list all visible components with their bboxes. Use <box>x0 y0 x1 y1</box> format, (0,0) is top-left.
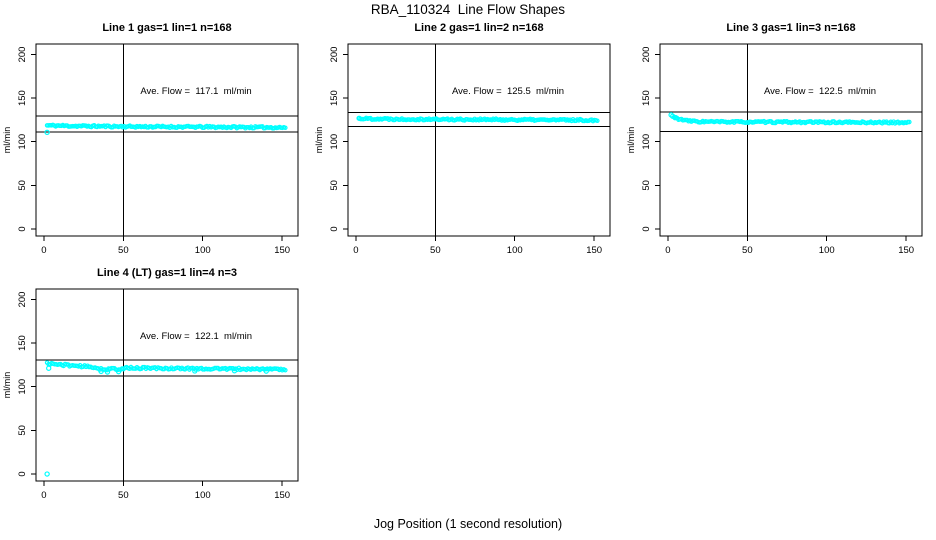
subplot-line-4-plot-area: 0 50 100 150 0 50 100 150 200 ml/min <box>2 288 299 501</box>
flow-outlier-point <box>192 368 198 374</box>
x-tick-label: 100 <box>507 245 523 256</box>
flow-outlier-point <box>231 368 238 374</box>
flow-outlier-point <box>46 365 52 371</box>
subplot-line-3-plot-area: 0 50 100 150 0 50 100 150 200 ml/min <box>626 43 923 256</box>
y-axis-label: ml/min <box>2 127 12 154</box>
x-tick-label: 50 <box>118 490 129 501</box>
subplot-line-3-title: Line 3 gas=1 lin=3 n=168 <box>726 22 856 34</box>
subplot-line-2-title: Line 2 gas=1 lin=2 n=168 <box>414 22 544 34</box>
y-tick-label: 0 <box>17 226 28 231</box>
x-tick-label: 0 <box>353 245 358 256</box>
subplot-line-1-plot-area: 0 50 100 150 0 50 100 150 200 ml/min <box>2 43 299 256</box>
flow-outlier-point <box>44 471 50 477</box>
flow-point <box>282 125 288 131</box>
x-tick-label: 150 <box>898 245 914 256</box>
y-axis-label: ml/min <box>2 372 12 399</box>
y-axis-label: ml/min <box>626 127 636 154</box>
plot-box <box>35 288 299 482</box>
figure-title: RBA_110324 Line Flow Shapes <box>370 2 566 17</box>
flow-outlier-point <box>356 115 362 121</box>
x-tick-label: 50 <box>118 245 129 256</box>
y-tick-label: 150 <box>329 90 340 106</box>
y-tick-label: 50 <box>329 180 340 191</box>
subplot-line-1-title: Line 1 gas=1 lin=1 n=168 <box>102 22 232 34</box>
y-tick-label: 0 <box>17 471 28 476</box>
y-tick-label: 150 <box>641 90 652 106</box>
y-tick-label: 100 <box>17 379 28 395</box>
subplot-line-3: Line 3 gas=1 lin=3 n=168 Ave. Flow = 122… <box>624 20 936 265</box>
x-tick-label: 50 <box>430 245 441 256</box>
subplot-line-3-ave-flow-annotation: Ave. Flow = 122.5 ml/min <box>763 86 877 97</box>
flow-outlier-point <box>44 129 50 136</box>
y-tick-label: 50 <box>17 180 28 191</box>
x-tick-label: 50 <box>742 245 753 256</box>
subplot-line-1-ave-flow-annotation: Ave. Flow = 117.1 ml/min <box>140 86 252 97</box>
y-tick-label: 200 <box>17 47 28 63</box>
y-tick-label: 100 <box>17 134 28 150</box>
y-tick-label: 200 <box>17 292 28 308</box>
flow-outlier-point <box>98 368 104 375</box>
x-tick-label: 150 <box>274 245 290 256</box>
x-tick-label: 100 <box>819 245 835 256</box>
y-tick-label: 200 <box>641 47 652 63</box>
x-tick-label: 150 <box>586 245 602 256</box>
y-tick-label: 50 <box>641 180 652 191</box>
y-tick-label: 150 <box>17 90 28 106</box>
flow-outlier-point <box>115 368 122 375</box>
subplot-line-4-title: Line 4 (LT) gas=1 lin=4 n=3 <box>96 267 238 279</box>
x-tick-label: 0 <box>41 490 46 501</box>
x-tick-label: 0 <box>665 245 670 256</box>
y-tick-label: 100 <box>641 134 652 150</box>
x-tick-label: 100 <box>195 245 211 256</box>
plot-box <box>659 43 923 237</box>
x-tick-label: 100 <box>195 490 211 501</box>
subplot-line-2: Line 2 gas=1 lin=2 n=168 Ave. Flow = 125… <box>312 20 624 265</box>
y-axis-label: ml/min <box>314 127 324 154</box>
y-tick-label: 150 <box>17 335 28 351</box>
x-tick-label: 150 <box>274 490 290 501</box>
y-tick-label: 50 <box>17 425 28 436</box>
flow-point <box>906 119 912 125</box>
y-tick-label: 0 <box>329 226 340 231</box>
flow-outlier-point <box>672 114 678 121</box>
figure-xlabel: Jog Position (1 second resolution) <box>373 517 563 531</box>
flow-point <box>594 118 600 124</box>
plot-box <box>35 43 299 237</box>
subplot-line-2-plot-area: 0 50 100 150 0 50 100 150 200 ml/min <box>314 43 611 256</box>
subplot-line-1: Line 1 gas=1 lin=1 n=168 Ave. Flow = 117… <box>0 20 312 265</box>
flow-point <box>282 367 288 373</box>
y-tick-label: 100 <box>329 134 340 150</box>
y-tick-label: 0 <box>641 226 652 231</box>
x-tick-label: 0 <box>41 245 46 256</box>
subplot-line-2-ave-flow-annotation: Ave. Flow = 125.5 ml/min <box>451 86 565 97</box>
subplot-line-4-ave-flow-annotation: Ave. Flow = 122.1 ml/min <box>139 331 253 342</box>
y-tick-label: 200 <box>329 47 340 63</box>
flow-outlier-point <box>104 369 111 375</box>
flow-outlier-point <box>263 368 269 374</box>
subplot-line-4: Line 4 (LT) gas=1 lin=4 n=3 Ave. Flow = … <box>0 265 312 510</box>
plot-box <box>347 43 611 237</box>
